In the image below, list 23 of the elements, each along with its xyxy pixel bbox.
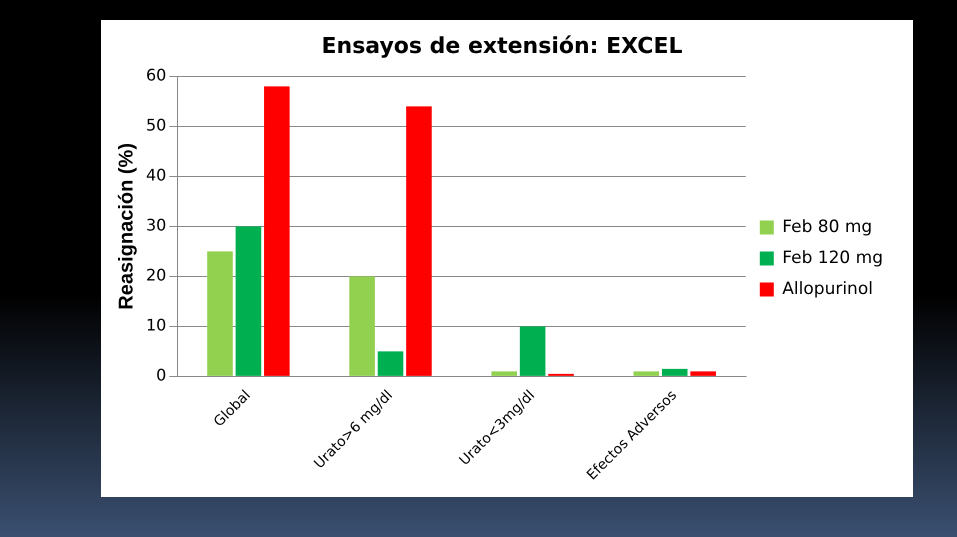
legend-label: Feb 80 mg [782,216,872,237]
legend-label: Feb 120 mg [782,248,884,268]
legend-label: Allopurinol [782,278,873,299]
bar [264,86,290,376]
y-tick-label: 50 [146,116,166,135]
bar [690,371,716,376]
y-tick-label: 60 [146,66,166,85]
bar [207,251,233,376]
chart-title: Ensayos de extensión: EXCEL [322,34,682,59]
bar [491,371,517,376]
y-tick-label: 20 [146,266,166,285]
bar [520,326,546,376]
bar [349,276,375,376]
bar [662,368,688,376]
bar [406,106,432,376]
y-tick-label: 10 [146,316,166,334]
bar [236,226,262,376]
y-axis-title: Reasignación (%) [116,143,138,310]
bar [634,371,660,376]
bar [378,351,404,376]
y-tick-label: 30 [146,216,166,235]
y-tick-label: 40 [146,166,166,185]
y-tick-label: 0 [156,365,166,384]
